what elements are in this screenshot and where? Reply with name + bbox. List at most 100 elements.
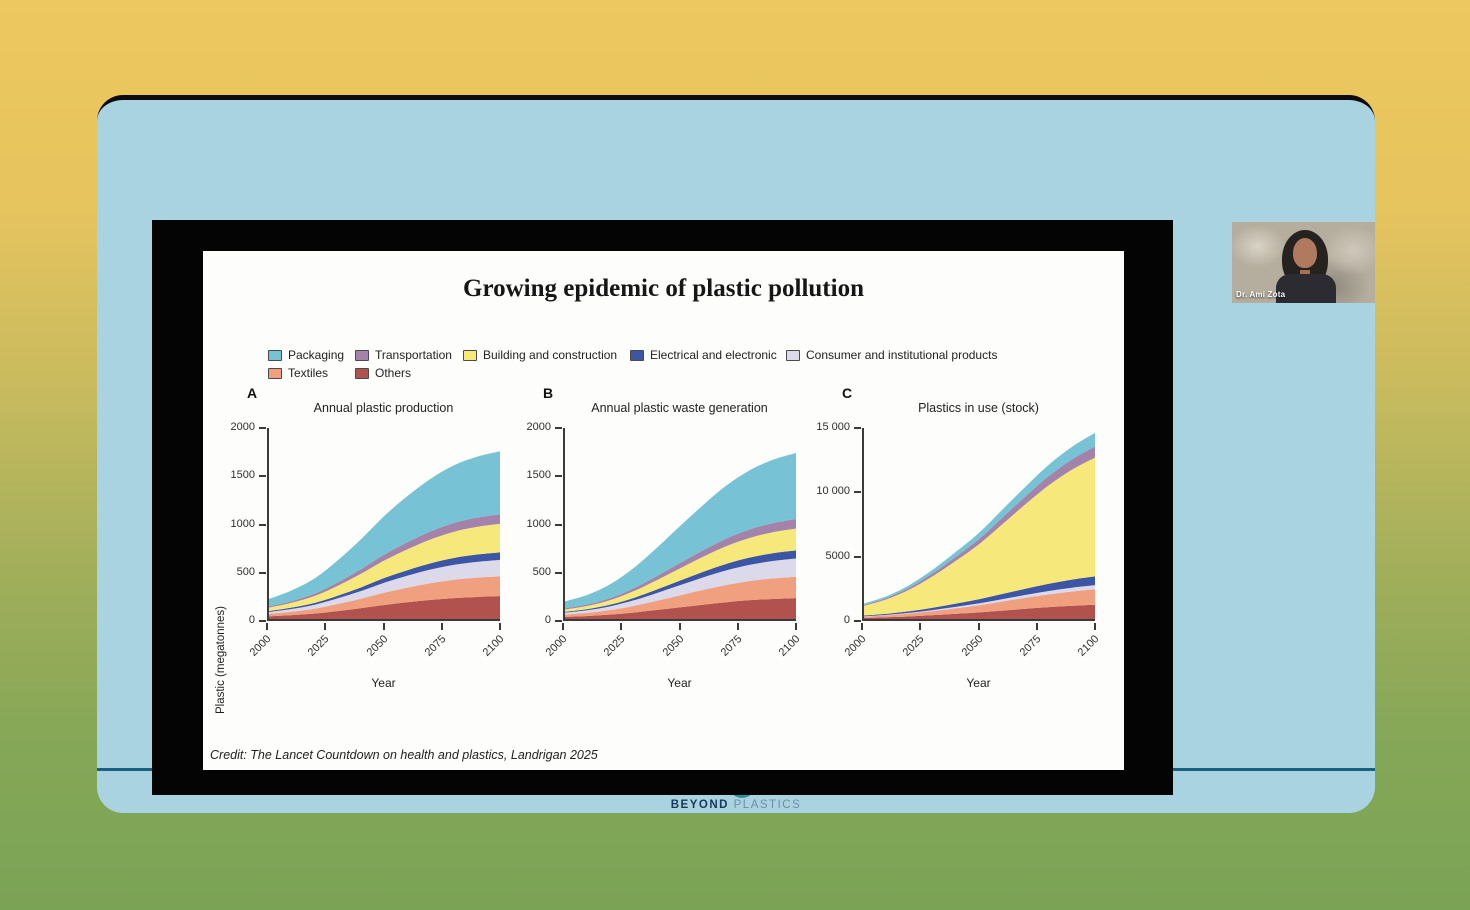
plot-area: [563, 428, 796, 621]
area-series-consumer-and-institutional-products: [864, 585, 1095, 617]
webcam-name-label: Dr. Ami Zota: [1236, 290, 1286, 299]
x-tick-mark: [919, 623, 922, 630]
meeting-window: BEYOND PLASTICS Growing epidemic of plas…: [97, 95, 1375, 813]
x-tick-mark: [861, 623, 863, 630]
legend-item: Electrical and electronic: [630, 348, 777, 362]
y-tick-label: 5000: [825, 549, 850, 562]
x-tick-label: 2075: [422, 633, 449, 659]
legend-label: Building and construction: [483, 348, 618, 362]
x-tick-mark: [1094, 623, 1096, 630]
area-series-consumer-and-institutional-products: [565, 558, 796, 615]
y-tick-label: 0: [843, 614, 850, 626]
legend-swatch: [268, 349, 282, 361]
person-face: [1293, 238, 1317, 268]
legend-item: Packaging: [268, 348, 344, 362]
y-tick-label: 2000: [526, 421, 551, 433]
x-tick-label: 2100: [1075, 633, 1102, 659]
x-tick-label: 2025: [305, 633, 332, 659]
chart-title: Annual plastic production: [313, 401, 454, 415]
x-tick-label: 2075: [718, 633, 745, 659]
credit-text: Credit: The Lancet Countdown on health a…: [210, 748, 598, 762]
legend-swatch: [630, 349, 644, 361]
legend-item: Building and construction: [463, 348, 617, 362]
x-tick-label: 2050: [364, 633, 390, 659]
area-series-electrical-and-electronic: [269, 552, 500, 612]
x-tick-label: 2025: [900, 633, 927, 659]
presentation-slide: Growing epidemic of plastic pollution Pa…: [203, 251, 1124, 770]
chart-title: Plastics in use (stock): [918, 401, 1039, 415]
area-series-transportation: [269, 514, 500, 608]
x-tick-mark: [977, 623, 980, 630]
x-tick-mark: [620, 623, 623, 630]
x-tick-label: 2100: [776, 633, 803, 659]
legend-swatch: [786, 349, 800, 361]
area-series-transportation: [565, 519, 796, 610]
x-tick-mark: [795, 623, 797, 630]
x-tick-label: 2050: [660, 633, 686, 659]
legend-item: Textiles: [268, 366, 328, 380]
screenshare-region: Growing epidemic of plastic pollution Pa…: [152, 220, 1173, 795]
y-tick-mark: [555, 620, 562, 622]
legend-swatch: [463, 349, 477, 361]
y-tick-label: 1000: [230, 517, 255, 530]
webcam-thumbnail[interactable]: Dr. Ami Zota: [1232, 222, 1375, 303]
x-tick-mark: [736, 623, 739, 630]
chart-panel-b: B Annual plastic waste generation 0 500 1000…: [501, 381, 821, 731]
y-tick-mark: [259, 620, 266, 622]
y-tick-label: 500: [532, 565, 551, 578]
legend-swatch: [355, 367, 369, 379]
panel-letter: C: [842, 385, 853, 401]
stacked-area-svg: [864, 432, 1095, 619]
y-tick-mark: [555, 571, 562, 574]
y-tick-mark: [854, 620, 861, 622]
x-tick-label: 2050: [959, 633, 985, 659]
slide-title: Growing epidemic of plastic pollution: [463, 275, 864, 302]
area-series-building-and-construction: [269, 523, 500, 612]
y-tick-mark: [854, 555, 861, 558]
x-tick-label: 2025: [601, 633, 628, 659]
x-tick-mark: [324, 623, 327, 630]
person-body: [1276, 274, 1336, 303]
y-tick-label: 1500: [230, 469, 255, 482]
area-series-building-and-construction: [864, 457, 1095, 616]
area-series-textiles: [864, 589, 1095, 618]
y-tick-mark: [854, 491, 861, 494]
legend-label: Consumer and institutional products: [806, 348, 998, 362]
legend-item: Transportation: [355, 348, 452, 362]
y-tick-mark: [259, 427, 266, 429]
logo-text-plastics: PLASTICS: [733, 799, 802, 811]
area-series-building-and-construction: [565, 528, 796, 612]
x-tick-label: 2000: [543, 633, 570, 659]
y-tick-mark: [259, 475, 266, 478]
legend-item: Consumer and institutional products: [786, 348, 997, 362]
y-tick-label: 500: [236, 565, 255, 578]
area-series-packaging: [269, 451, 500, 607]
y-tick-label: 0: [544, 614, 551, 626]
y-tick-mark: [555, 427, 562, 429]
area-series-consumer-and-institutional-products: [269, 559, 500, 614]
panel-letter: A: [247, 385, 258, 401]
area-series-packaging: [565, 453, 796, 609]
x-tick-label: 2000: [247, 633, 274, 659]
y-tick-mark: [854, 427, 861, 429]
y-tick-label: 1500: [526, 469, 551, 482]
x-tick-label: 2000: [842, 633, 869, 659]
area-series-transportation: [864, 446, 1095, 606]
x-tick-mark: [678, 623, 681, 630]
x-tick-mark: [562, 623, 564, 630]
area-series-others: [565, 598, 796, 619]
legend-label: Others: [375, 366, 412, 380]
area-series-others: [269, 596, 500, 619]
legend-item: Others: [355, 366, 411, 380]
chart-panel-c: C Plastics in use (stock) 0 5000 10 000 15 00…: [800, 381, 1120, 731]
x-axis-label: Year: [966, 676, 991, 690]
y-tick-mark: [555, 475, 562, 478]
x-axis-label: Year: [667, 676, 692, 690]
y-tick-mark: [259, 571, 266, 574]
x-tick-mark: [266, 623, 268, 630]
stacked-area-svg: [565, 453, 796, 619]
area-series-textiles: [269, 576, 500, 617]
y-tick-mark: [555, 523, 562, 526]
x-tick-mark: [382, 623, 385, 630]
area-series-electrical-and-electronic: [565, 550, 796, 613]
